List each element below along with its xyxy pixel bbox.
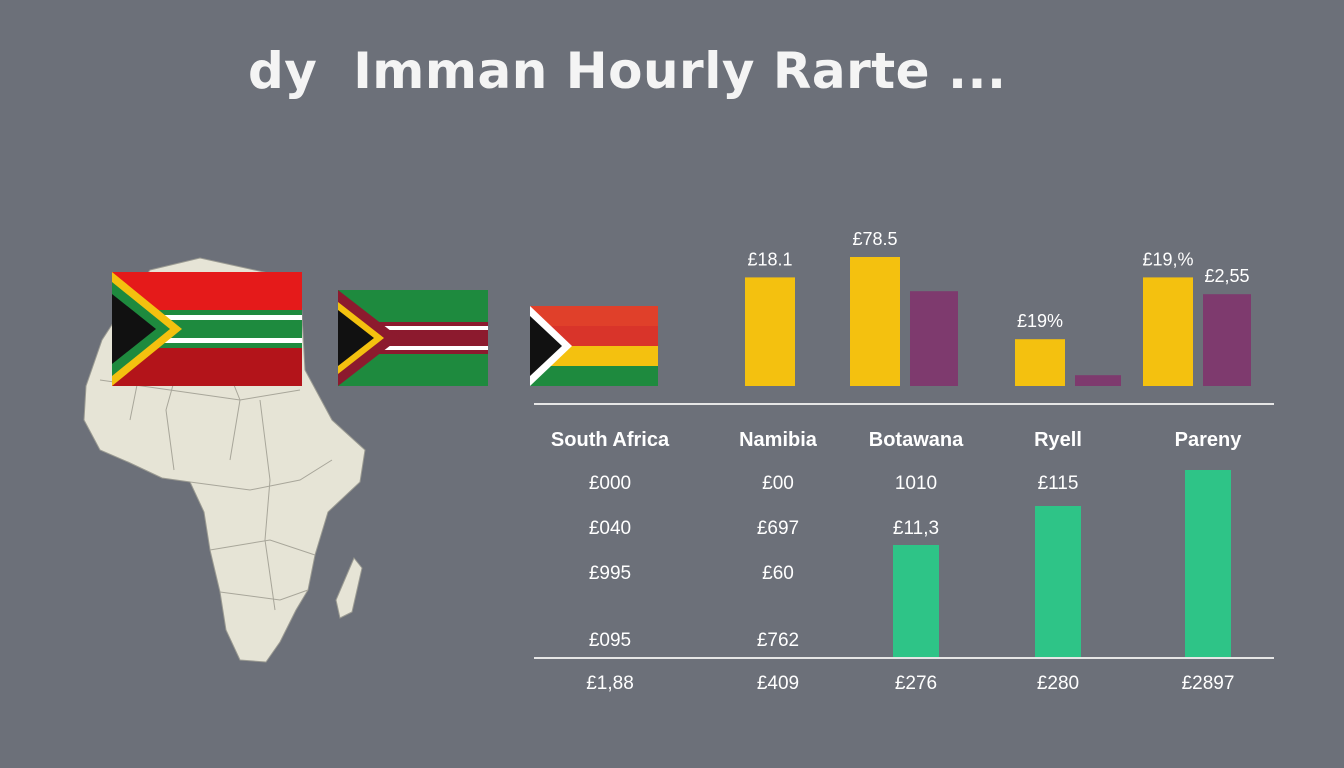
table-column-header: Botawana [869, 429, 964, 451]
chart-title: dy Imman Hourly Rarte ... [248, 42, 1007, 100]
table-column-header: Ryell [1034, 429, 1082, 451]
table-cell: £697 [757, 518, 799, 539]
table-green-bar [1185, 470, 1231, 657]
table-total: £409 [757, 673, 799, 694]
upper-bar [745, 277, 795, 386]
table-cell: £00 [762, 473, 794, 494]
table-total: £1,88 [586, 673, 634, 694]
table-column-header: Pareny [1175, 429, 1243, 451]
table-green-bar [1035, 506, 1081, 657]
upper-bar-value-label: £18.1 [747, 249, 792, 269]
table-cell: £095 [589, 630, 631, 651]
table-column-header: South Africa [551, 429, 670, 451]
upper-bar-value-label: £2,55 [1204, 266, 1249, 286]
table-total: £276 [895, 673, 937, 694]
table-total: £280 [1037, 673, 1079, 694]
table-cell: 1010 [895, 473, 937, 494]
table-cell: £000 [589, 473, 631, 494]
table-cell: £995 [589, 563, 631, 584]
upper-bar [1203, 294, 1251, 386]
flag-south-africa-icon [112, 272, 302, 386]
data-table: South Africa Namibia Botawana Ryell Pareny £0… [551, 429, 1242, 694]
upper-bar [1015, 339, 1065, 386]
table-cell: £11,3 [893, 518, 939, 539]
upper-bar-value-label: £78.5 [852, 229, 897, 249]
table-column-header: Namibia [739, 429, 818, 451]
flag-2-icon [338, 290, 488, 386]
table-cell: £115 [1038, 473, 1079, 494]
table-green-bar [893, 545, 939, 657]
flag-3-icon [530, 306, 658, 386]
table-total: £2897 [1182, 673, 1235, 694]
table-cell: £040 [589, 518, 631, 539]
upper-bar-value-label: £19,% [1142, 249, 1193, 269]
table-cell: £60 [762, 563, 794, 584]
upper-bar [910, 291, 958, 386]
upper-bar-chart: £18.1 £78.5 £19% £19,% £2,55 [745, 229, 1251, 386]
upper-bar-value-label: £19% [1017, 311, 1063, 331]
table-cell: £762 [757, 630, 799, 651]
upper-bar [1075, 375, 1121, 386]
upper-bar [1143, 277, 1193, 386]
upper-bar [850, 257, 900, 386]
